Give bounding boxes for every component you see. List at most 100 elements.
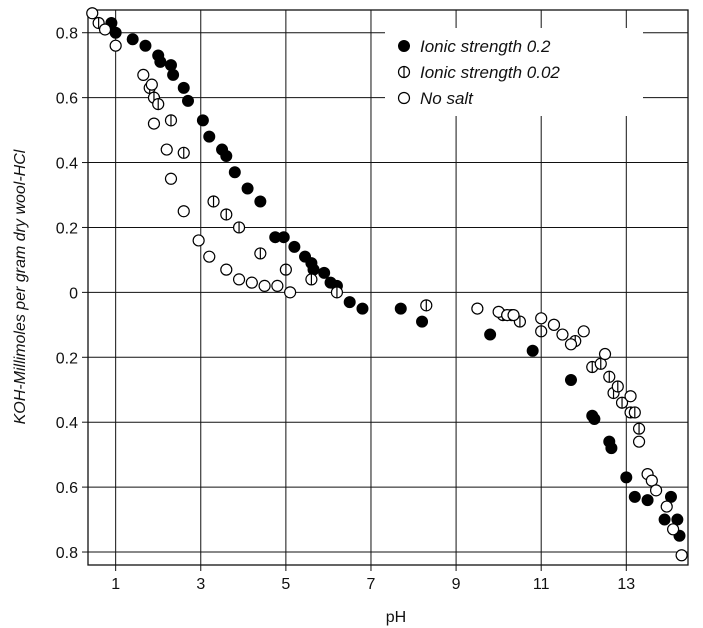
data-point-half <box>305 273 318 286</box>
data-point-filled <box>641 494 654 507</box>
data-point-open <box>109 39 122 52</box>
data-point-filled <box>220 150 233 163</box>
data-point-filled <box>203 130 216 143</box>
x-axis-ticks: 1 3 5 7 9 11 13 <box>111 565 635 593</box>
data-point-half <box>615 396 629 409</box>
data-point-open <box>535 312 548 325</box>
data-point-open <box>258 279 271 292</box>
y-tick-label: 0 <box>69 285 78 302</box>
data-point-open <box>203 250 216 263</box>
legend-marker-half <box>397 65 411 79</box>
x-tick-label: 9 <box>452 576 461 593</box>
data-point-filled <box>318 266 331 279</box>
x-tick-label: 7 <box>367 576 376 593</box>
data-point-open <box>556 328 569 341</box>
data-point-half <box>535 325 548 338</box>
y-tick-label: 0.2 <box>56 350 78 367</box>
x-axis-title: pH <box>386 609 406 626</box>
data-point-half <box>603 370 616 383</box>
data-point-open <box>147 117 161 130</box>
data-point-filled <box>526 344 539 357</box>
data-point-filled <box>658 513 671 526</box>
y-axis-ticks: 0.8 0.6 0.4 0.2 0 0.2 0.4 0.6 0.8 <box>56 26 88 562</box>
data-point-filled <box>196 114 209 127</box>
data-point-open <box>632 435 646 448</box>
data-point-half <box>632 422 646 435</box>
data-point-half <box>628 406 641 419</box>
data-point-half <box>232 221 246 234</box>
plot-frame <box>87 9 689 566</box>
data-point-filled <box>154 55 167 68</box>
data-point-open <box>471 302 484 315</box>
data-point-half <box>207 195 220 208</box>
x-tick-label: 3 <box>196 576 205 593</box>
data-point-open <box>86 7 99 20</box>
data-point-filled <box>416 315 429 328</box>
legend-box <box>385 28 643 116</box>
x-tick-label: 5 <box>281 576 290 593</box>
data-point-open <box>564 338 578 351</box>
data-point-filled <box>605 442 618 455</box>
data-point-filled <box>588 412 601 425</box>
data-point-half <box>420 299 433 312</box>
x-tick-label: 13 <box>617 576 635 593</box>
data-point-open <box>675 549 688 562</box>
data-point-filled <box>356 302 369 315</box>
data-point-open <box>660 500 673 513</box>
legend-marker-filled <box>398 40 410 52</box>
data-point-filled <box>109 26 122 39</box>
data-point-open <box>164 172 178 185</box>
y-tick-label: 0.8 <box>56 26 78 43</box>
data-point-half <box>330 286 344 299</box>
legend-label: Ionic strength 0.02 <box>420 63 560 82</box>
legend-label: No salt <box>420 89 474 108</box>
data-point-filled <box>620 471 633 484</box>
data-point-half <box>177 146 190 159</box>
data-point-filled <box>307 263 320 276</box>
data-point-half <box>164 114 178 127</box>
data-point-open <box>192 234 205 247</box>
data-point-half <box>254 247 267 260</box>
y-tick-label: 0.4 <box>56 156 78 173</box>
data-point-filled <box>182 94 194 107</box>
data-point-half <box>594 357 607 370</box>
data-point-filled <box>241 182 254 195</box>
data-point-filled <box>167 68 180 81</box>
data-point-filled <box>254 195 267 208</box>
legend-label: Ionic strength 0.2 <box>420 37 551 56</box>
series-open <box>86 7 688 562</box>
x-tick-label: 1 <box>111 576 120 593</box>
data-point-open <box>507 308 520 322</box>
data-point-half <box>279 263 292 276</box>
y-tick-label: 0.4 <box>56 415 78 432</box>
data-point-filled <box>228 166 241 179</box>
data-point-open <box>137 68 150 82</box>
legend: Ionic strength 0.2 Ionic strength 0.02 No … <box>385 28 643 116</box>
data-point-open <box>598 347 612 361</box>
y-tick-label: 0.2 <box>56 220 78 237</box>
data-point-open <box>220 263 233 276</box>
data-point-filled <box>343 296 356 309</box>
data-point-open <box>145 78 158 91</box>
data-point-open <box>245 276 258 289</box>
data-point-filled <box>277 231 290 244</box>
data-point-open <box>271 279 284 292</box>
x-tick-label: 11 <box>533 576 550 593</box>
data-points <box>86 7 688 562</box>
y-axis-title: KOH-Millimoles per gram dry wool-HCl <box>12 149 29 424</box>
data-point-filled <box>139 39 152 52</box>
data-point-filled <box>126 33 139 46</box>
data-point-open <box>667 523 680 536</box>
data-point-filled <box>484 328 497 341</box>
data-point-open <box>98 23 112 36</box>
data-point-half <box>152 98 165 111</box>
data-point-half <box>220 208 233 221</box>
data-point-open <box>577 325 590 338</box>
series-filled <box>105 16 686 542</box>
data-point-filled <box>288 240 301 253</box>
y-tick-label: 0.8 <box>56 545 78 562</box>
data-point-filled <box>394 302 407 315</box>
data-point-open <box>649 484 663 497</box>
data-point-filled <box>164 59 177 72</box>
